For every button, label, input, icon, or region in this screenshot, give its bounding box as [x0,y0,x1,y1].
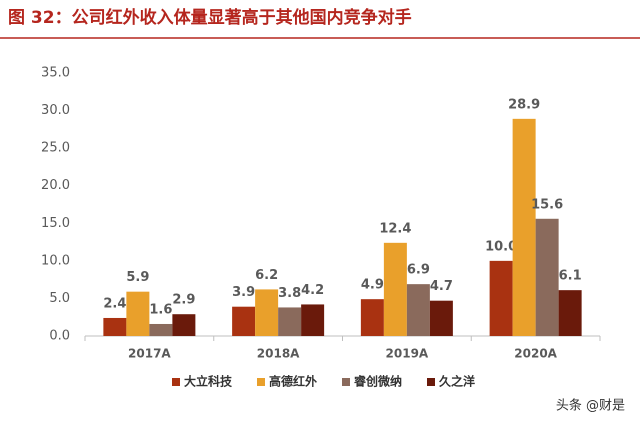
bar [172,314,196,336]
bar [429,300,453,336]
legend-label: 睿创微纳 [354,374,402,389]
legend-swatch [172,378,180,386]
y-tick-label: 10.0 [41,253,70,268]
data-label: 6.9 [407,263,430,278]
x-tick-label: 2020A [514,347,557,361]
legend-label: 久之洋 [439,374,475,389]
bar [558,290,582,336]
data-label: 3.9 [232,285,255,300]
y-tick-label: 0.0 [49,329,70,344]
legend-label: 大立科技 [184,374,233,389]
data-label: 28.9 [508,97,540,112]
legend-swatch [427,378,435,386]
bar [383,242,407,336]
watermark: 头条 @财是 [556,398,625,414]
data-label: 2.4 [103,296,126,311]
x-tick-label: 2019A [386,347,429,361]
bar [360,299,384,336]
bar [489,260,513,336]
y-tick-label: 20.0 [41,178,70,193]
legend-swatch [257,378,265,386]
data-label: 10.0 [485,239,517,254]
y-tick-label: 25.0 [41,141,70,156]
legend-swatch [342,378,350,386]
data-label: 4.9 [361,278,384,293]
y-tick-label: 30.0 [41,103,70,118]
data-label: 3.8 [278,286,301,301]
y-tick-label: 35.0 [41,66,70,81]
data-label: 15.6 [531,197,563,212]
bar [535,218,559,336]
data-label: 5.9 [126,270,149,285]
data-label: 6.2 [255,268,278,283]
y-tick-label: 5.0 [49,291,70,306]
chart-title: 图 32：公司红外收入体量显著高于其他国内竞争对手 [8,7,412,28]
data-label: 12.4 [379,221,411,236]
bar [512,118,536,336]
bar [126,291,150,336]
data-label: 6.1 [559,269,582,284]
data-label: 4.7 [430,279,453,294]
bar [406,284,430,336]
bar [255,289,279,336]
bar [149,323,173,336]
data-label: 4.2 [301,283,324,298]
bar [232,306,256,336]
y-tick-label: 15.0 [41,216,70,231]
legend-label: 高德红外 [269,374,317,389]
data-label: 2.9 [172,293,195,308]
data-label: 1.6 [149,302,172,317]
x-tick-label: 2018A [257,347,300,361]
bar [103,317,127,336]
bar [278,307,302,336]
bar [301,304,325,336]
x-tick-label: 2017A [128,347,171,361]
